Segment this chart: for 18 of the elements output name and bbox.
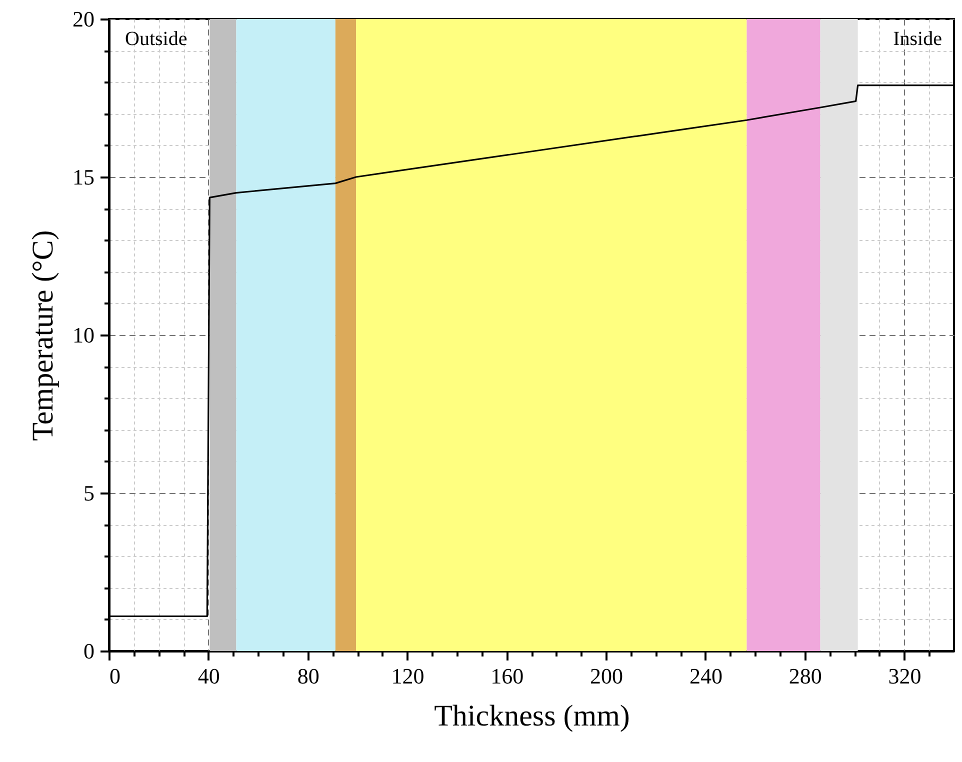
x-tick-label: 0	[110, 664, 120, 688]
annotation: Outside	[125, 28, 188, 50]
x-tick-label: 40	[198, 664, 220, 688]
x-tick-label: 160	[490, 664, 524, 688]
y-tick-label: 5	[84, 480, 94, 506]
annotation: Inside	[893, 28, 942, 50]
x-axis-title: Thickness (mm)	[434, 700, 630, 732]
x-tick-label: 120	[391, 664, 424, 688]
x-tick-label: 80	[297, 664, 320, 688]
y-tick-label: 0	[84, 638, 94, 664]
y-tick-label: 15	[72, 164, 94, 190]
y-tick-label: 20	[72, 6, 94, 32]
y-tick-label: 10	[72, 322, 94, 348]
y-axis-title: Temperature (°C)	[26, 230, 60, 441]
x-tick-label: 320	[888, 664, 922, 688]
x-tick-label: 240	[689, 664, 722, 688]
x-tick-label: 200	[590, 664, 624, 688]
x-tick-label: 280	[788, 664, 822, 688]
